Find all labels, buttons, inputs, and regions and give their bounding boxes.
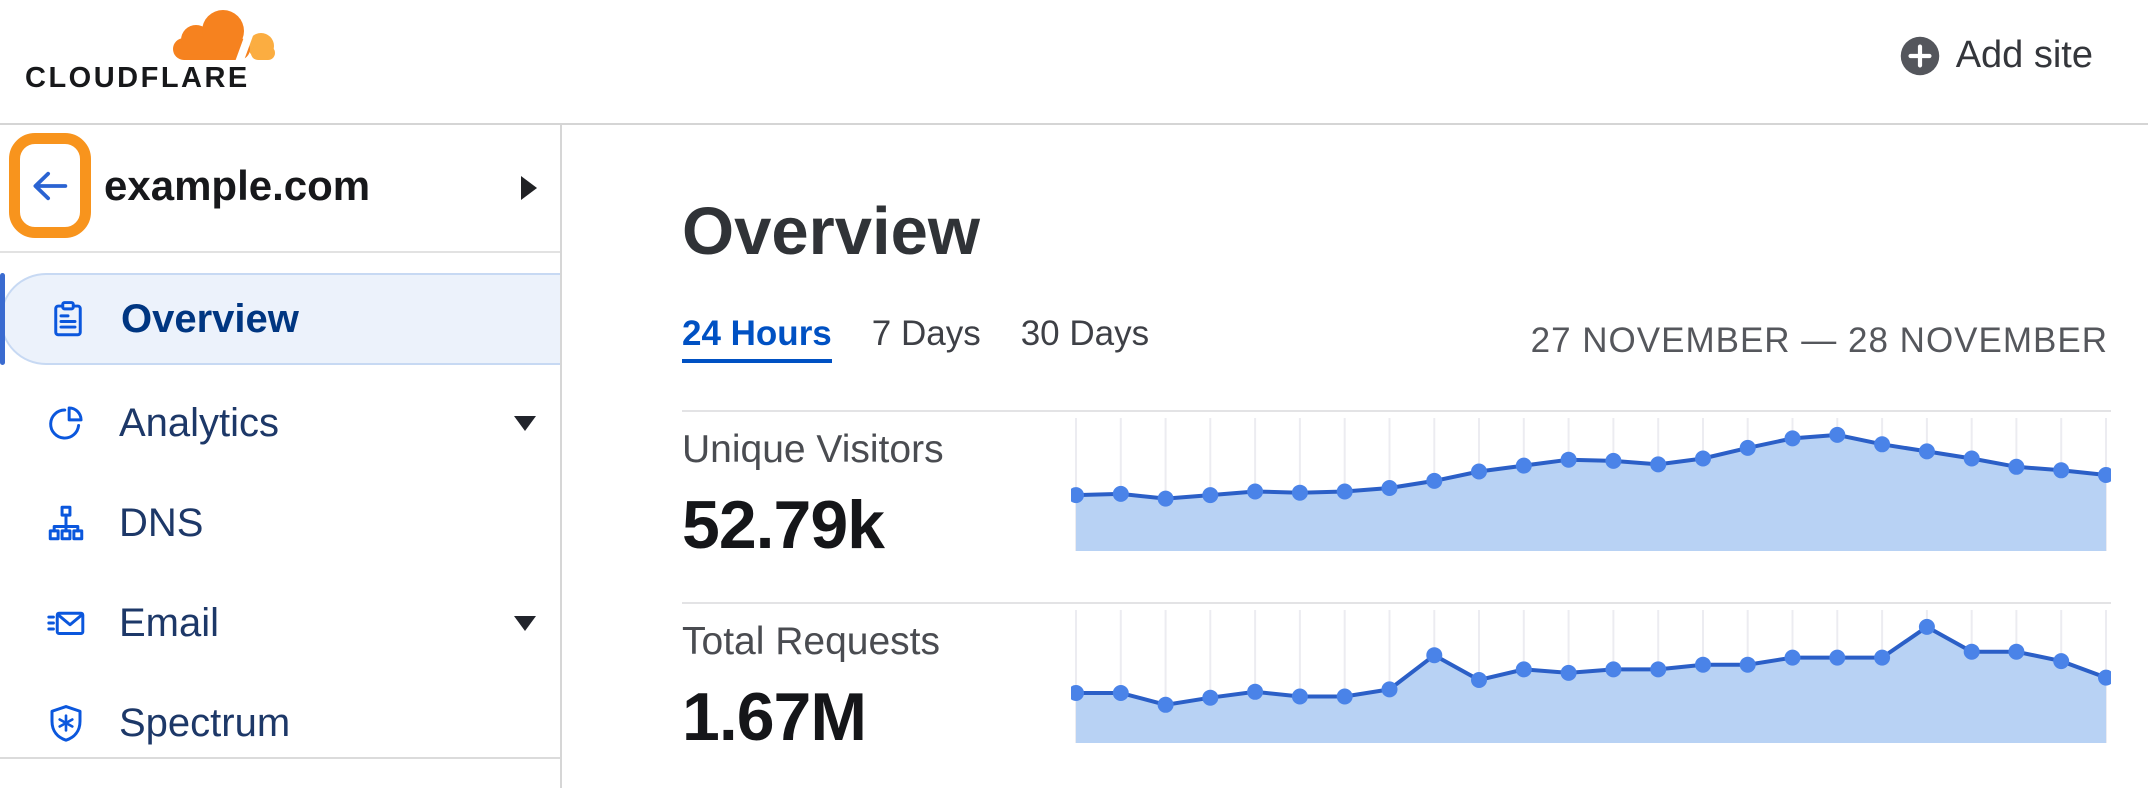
unique-visitors-section: Unique Visitors 52.79k [682, 410, 2111, 564]
chevron-right-icon[interactable] [521, 176, 537, 200]
shield-icon [50, 705, 82, 742]
unique-visitors-chart[interactable] [1071, 415, 2111, 551]
add-site-label: Add site [1955, 34, 2093, 76]
site-domain: example.com [104, 162, 371, 210]
chevron-down-icon [514, 415, 536, 431]
metric-info: Total Requests 1.67M [682, 604, 1071, 756]
metric-value: 52.79k [682, 487, 885, 563]
sidebar-item-label: DNS [119, 500, 204, 545]
sidebar-item-analytics[interactable]: Analytics [0, 373, 560, 473]
sidebar-item-label: Email [119, 600, 220, 645]
plus-circle-icon [1900, 36, 1939, 75]
sidebar-nav: Overview Analytics DNS [0, 273, 560, 773]
metric-label: Total Requests [682, 620, 940, 663]
total-requests-chart[interactable] [1071, 607, 2111, 743]
email-icon [47, 611, 85, 635]
network-icon [48, 505, 84, 541]
tab-7-days[interactable]: 7 Days [871, 314, 981, 353]
sidebar-item-label: Spectrum [119, 700, 291, 745]
date-range-label: 27 NOVEMBER — 28 NOVEMBER [1530, 321, 2108, 360]
chevron-down-icon [514, 615, 536, 631]
cloudflare-wordmark: CLOUDFLARE [25, 62, 250, 94]
pie-chart-icon [49, 406, 83, 440]
sidebar-item-overview[interactable]: Overview [0, 273, 560, 365]
metric-label: Unique Visitors [682, 428, 944, 471]
tab-24-hours[interactable]: 24 Hours [682, 315, 832, 363]
cloudflare-cloud-icon [173, 10, 275, 62]
page-title: Overview [682, 194, 980, 269]
metric-info: Unique Visitors 52.79k [682, 412, 1071, 564]
clipboard-icon [54, 301, 82, 337]
metric-value: 1.67M [682, 679, 867, 755]
main-content: Overview 24 Hours 7 Days 30 Days 27 NOVE… [564, 125, 2148, 788]
time-range-tabs: 24 Hours 7 Days 30 Days [682, 315, 1149, 363]
sidebar-item-label: Analytics [119, 400, 280, 445]
sidebar-item-label: Overview [121, 296, 299, 341]
back-arrow-icon[interactable] [27, 163, 73, 209]
add-site-button[interactable]: Add site [1899, 34, 2093, 77]
tab-30-days[interactable]: 30 Days [1020, 314, 1150, 353]
sidebar-item-email[interactable]: Email [0, 573, 560, 673]
sidebar-section-divider [0, 757, 560, 759]
sidebar: example.com Overview Analytics [0, 125, 562, 788]
site-switcher[interactable]: example.com [0, 125, 560, 253]
annotation-highlight-box [9, 133, 91, 238]
cloudflare-logo: CLOUDFLARE [25, 0, 275, 100]
total-requests-section: Total Requests 1.67M [682, 602, 2111, 756]
top-header: CLOUDFLARE Add site [0, 0, 2148, 125]
sidebar-item-dns[interactable]: DNS [0, 473, 560, 573]
sidebar-item-spectrum[interactable]: Spectrum [0, 673, 560, 773]
